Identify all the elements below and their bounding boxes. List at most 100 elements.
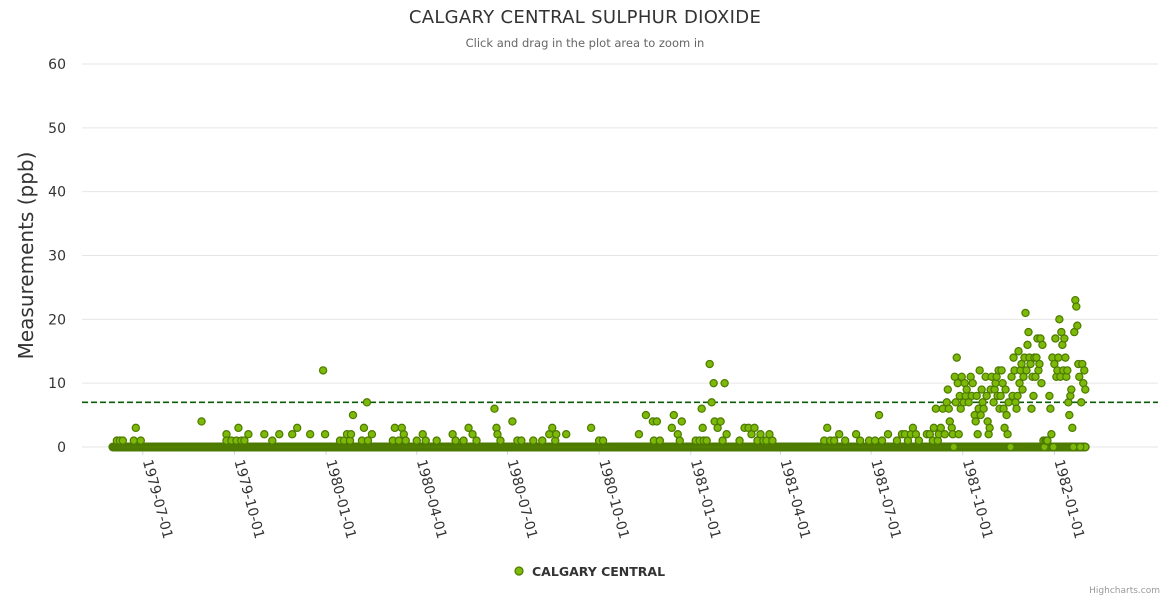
data-point[interactable] — [1051, 334, 1060, 343]
data-point[interactable] — [709, 378, 718, 388]
data-point[interactable] — [586, 423, 596, 433]
data-point[interactable] — [914, 436, 924, 445]
data-point[interactable] — [952, 353, 961, 362]
data-point[interactable] — [677, 417, 686, 426]
data-point[interactable] — [129, 436, 139, 445]
legend-label[interactable]: CALGARY CENTRAL — [532, 564, 665, 579]
data-point[interactable] — [1054, 353, 1063, 362]
data-point[interactable] — [293, 423, 302, 433]
data-point[interactable] — [834, 430, 844, 439]
data-point[interactable] — [702, 436, 711, 445]
data-point[interactable] — [517, 436, 526, 445]
data-point[interactable] — [707, 398, 716, 407]
data-point[interactable] — [1037, 378, 1046, 388]
data-point[interactable] — [136, 436, 145, 445]
data-point[interactable] — [1045, 391, 1054, 401]
data-point[interactable] — [1049, 442, 1058, 452]
data-point[interactable] — [464, 423, 473, 433]
data-point[interactable] — [1023, 340, 1032, 350]
data-point[interactable] — [244, 430, 253, 439]
data-point[interactable] — [432, 436, 441, 445]
data-point[interactable] — [598, 436, 608, 445]
data-point[interactable] — [641, 410, 651, 420]
data-point[interactable] — [1061, 353, 1070, 362]
data-point[interactable] — [735, 436, 744, 445]
data-point[interactable] — [720, 378, 729, 388]
data-point[interactable] — [870, 436, 880, 445]
data-point[interactable] — [892, 436, 902, 445]
data-point[interactable] — [634, 430, 644, 439]
data-point[interactable] — [412, 436, 421, 445]
data-point[interactable] — [1001, 385, 1010, 394]
data-point[interactable] — [1014, 347, 1023, 356]
data-point[interactable] — [697, 404, 706, 413]
data-point[interactable] — [1068, 423, 1077, 433]
data-point[interactable] — [268, 436, 277, 445]
data-point[interactable] — [977, 385, 986, 394]
data-point[interactable] — [944, 404, 953, 413]
data-point[interactable] — [394, 436, 404, 445]
data-point[interactable] — [1063, 366, 1072, 375]
data-point[interactable] — [1003, 430, 1012, 439]
data-point[interactable] — [874, 410, 884, 420]
data-point[interactable] — [830, 436, 839, 445]
data-point[interactable] — [823, 423, 832, 433]
data-point[interactable] — [131, 423, 140, 433]
data-point[interactable] — [877, 436, 887, 445]
data-point[interactable] — [951, 398, 960, 407]
data-point[interactable] — [1076, 442, 1085, 452]
data-point[interactable] — [1021, 308, 1030, 318]
data-point[interactable] — [275, 430, 284, 439]
data-point[interactable] — [1027, 404, 1036, 413]
data-point[interactable] — [985, 423, 994, 433]
data-point[interactable] — [1013, 391, 1022, 401]
data-point[interactable] — [1009, 353, 1018, 362]
data-point[interactable] — [718, 436, 727, 445]
data-point[interactable] — [968, 378, 977, 388]
data-point[interactable] — [962, 385, 971, 394]
data-point[interactable] — [954, 430, 963, 439]
data-point[interactable] — [883, 430, 893, 439]
data-point[interactable] — [1029, 391, 1038, 401]
data-point[interactable] — [1035, 359, 1044, 369]
data-point[interactable] — [705, 359, 714, 369]
data-point[interactable] — [234, 423, 243, 433]
data-point[interactable] — [305, 430, 315, 439]
data-point[interactable] — [1075, 372, 1084, 381]
data-point[interactable] — [698, 423, 707, 433]
data-point[interactable] — [318, 366, 328, 375]
data-point[interactable] — [496, 436, 505, 445]
data-point[interactable] — [989, 398, 998, 407]
data-point[interactable] — [1069, 442, 1078, 452]
data-point[interactable] — [390, 423, 400, 433]
data-point[interactable] — [1047, 430, 1056, 439]
data-point[interactable] — [1026, 359, 1035, 369]
data-point[interactable] — [1012, 404, 1021, 413]
data-point[interactable] — [260, 430, 269, 439]
data-point[interactable] — [1018, 385, 1027, 394]
data-point[interactable] — [851, 430, 861, 439]
data-point[interactable] — [1065, 410, 1074, 420]
data-point[interactable] — [359, 423, 369, 433]
data-point[interactable] — [320, 430, 330, 439]
data-point[interactable] — [548, 423, 557, 433]
data-point[interactable] — [468, 430, 477, 439]
data-point[interactable] — [973, 430, 982, 439]
data-points[interactable] — [112, 295, 1090, 452]
data-point[interactable] — [943, 385, 952, 394]
data-point[interactable] — [346, 430, 356, 439]
data-point[interactable] — [1022, 366, 1031, 375]
data-point[interactable] — [996, 391, 1005, 401]
data-point[interactable] — [1043, 436, 1052, 445]
data-point[interactable] — [451, 436, 460, 445]
data-point[interactable] — [1024, 327, 1033, 337]
data-point[interactable] — [1060, 334, 1069, 343]
data-point[interactable] — [552, 430, 561, 439]
data-point[interactable] — [118, 436, 128, 445]
data-point[interactable] — [1081, 385, 1090, 394]
data-point[interactable] — [652, 417, 662, 426]
data-point[interactable] — [675, 436, 684, 445]
data-point[interactable] — [972, 391, 981, 401]
data-point[interactable] — [1038, 340, 1047, 350]
